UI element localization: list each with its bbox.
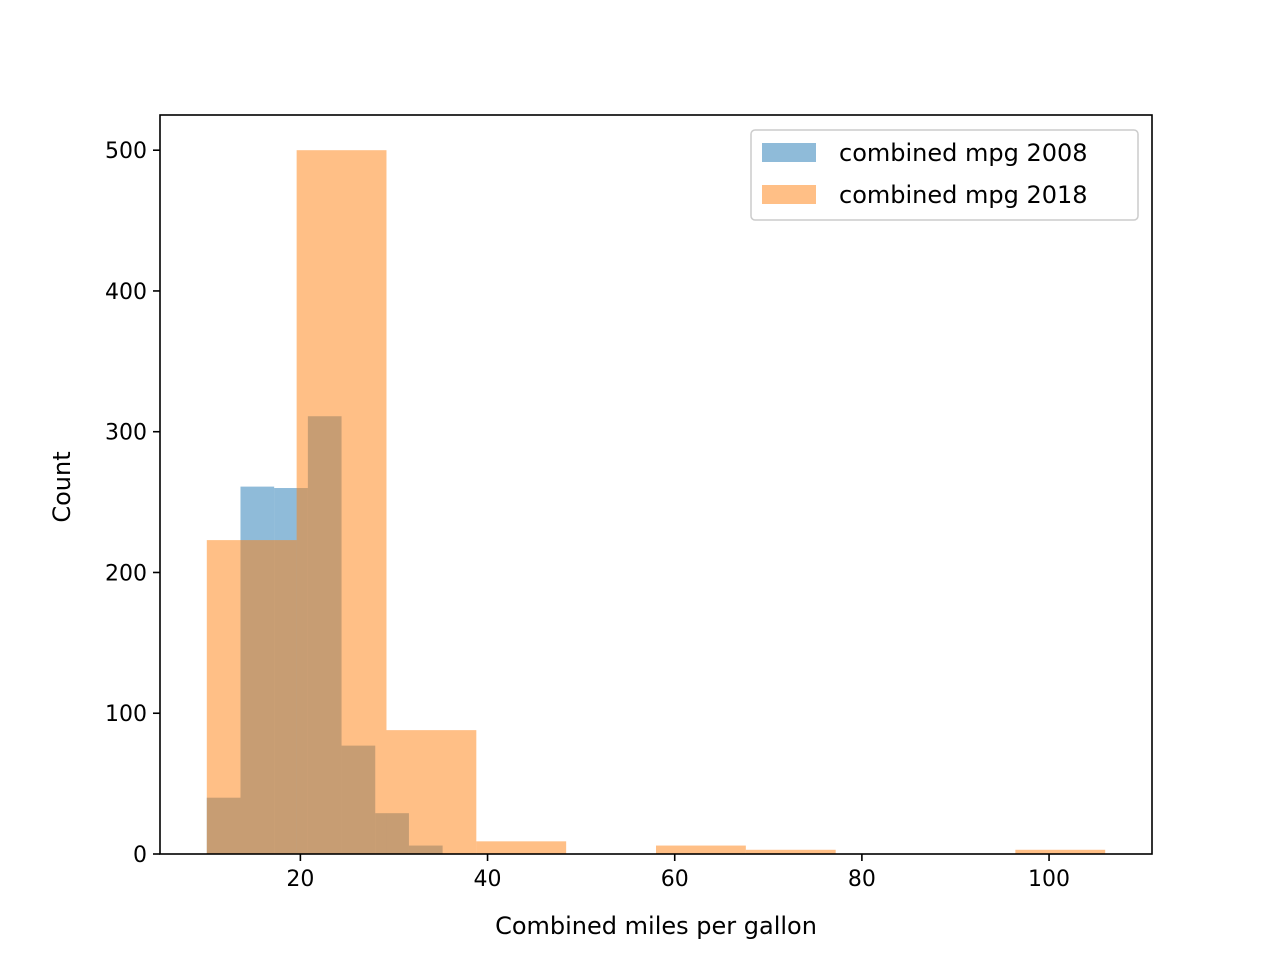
x-tick-label: 20 (286, 867, 314, 892)
histogram-bar-2018-9 (1015, 849, 1106, 854)
y-axis: 0 100 200 300 400 500 (105, 139, 160, 868)
y-tick-label: 0 (133, 843, 147, 868)
plot-frame (159, 114, 1153, 855)
x-tick-label: 60 (661, 867, 689, 892)
x-tick-label: 100 (1028, 867, 1070, 892)
histogram-bar-2018-1 (296, 150, 387, 854)
histogram-bar-2018-3 (476, 841, 567, 854)
histogram-bar-2018-6 (745, 849, 836, 854)
x-tick-label: 80 (848, 867, 876, 892)
legend-box (750, 129, 1139, 221)
histogram-bar-2018-0 (206, 540, 297, 854)
bars-layer (206, 150, 1106, 854)
y-axis-label: Count (48, 451, 76, 522)
histogram-bar-2018-5 (656, 845, 746, 854)
x-tick-label: 40 (474, 867, 502, 892)
legend: combined mpg 2008 combined mpg 2018 (750, 129, 1139, 221)
legend-swatch-2008 (762, 143, 816, 162)
legend-swatch-2018 (762, 185, 816, 204)
x-axis: 20 40 60 80 100 (286, 854, 1070, 892)
y-tick-label: 500 (105, 139, 147, 164)
y-tick-label: 400 (105, 280, 147, 305)
legend-label-2018: combined mpg 2018 (839, 181, 1088, 209)
y-tick-label: 100 (105, 702, 147, 727)
x-axis-label: Combined miles per gallon (495, 912, 817, 940)
y-tick-label: 300 (105, 421, 147, 446)
histogram-bar-2018-2 (386, 730, 477, 854)
legend-label-2008: combined mpg 2008 (839, 139, 1088, 167)
y-tick-label: 200 (105, 561, 147, 586)
